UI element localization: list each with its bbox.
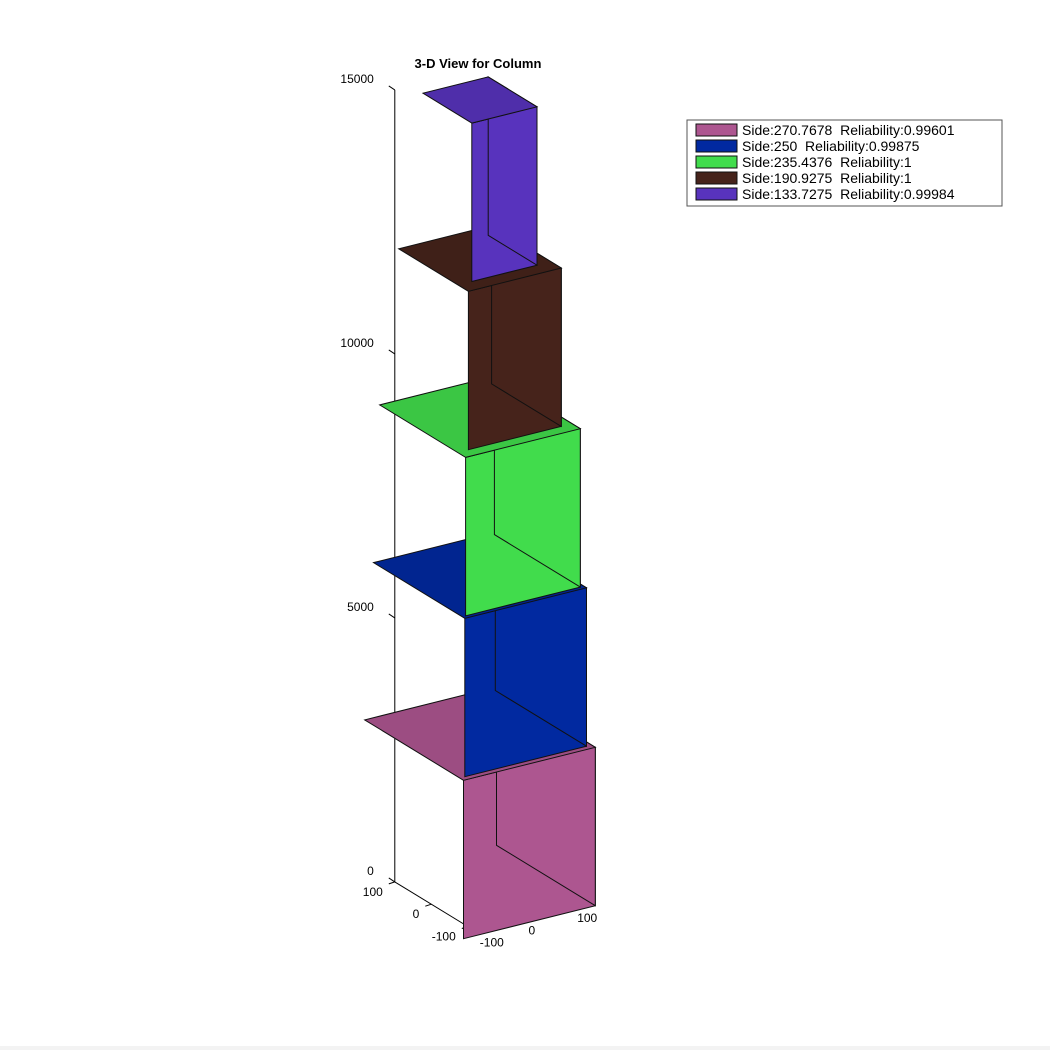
- z-tick-label: 0: [367, 864, 374, 878]
- y-tick: [425, 903, 432, 907]
- legend-swatch: [695, 123, 738, 137]
- legend-items: Side:270.7678 Reliability:0.99601Side:25…: [695, 122, 955, 202]
- legend-swatch: [695, 187, 738, 201]
- z-tick: [388, 613, 396, 619]
- chart-title: 3-D View for Column: [415, 56, 542, 71]
- x-tick-label: 100: [577, 911, 597, 925]
- legend-label: Side:190.9275 Reliability:1: [742, 170, 912, 186]
- prism-face-top: [421, 76, 539, 124]
- prism-segment-5: [421, 76, 539, 283]
- legend-swatch: [695, 139, 738, 153]
- legend-label: Side:270.7678 Reliability:0.99601: [742, 122, 955, 138]
- bottom-strip: [0, 1046, 1050, 1050]
- z-tick: [388, 85, 396, 91]
- legend-swatch: [695, 171, 738, 185]
- prism-segment-4: [397, 224, 563, 451]
- z-tick-label: 5000: [347, 600, 374, 614]
- legend-label: Side:235.4376 Reliability:1: [742, 154, 912, 170]
- y-tick: [388, 881, 395, 885]
- z-tick-label: 15000: [340, 72, 374, 86]
- column-prisms: [363, 76, 597, 940]
- z-tick: [388, 349, 396, 355]
- z-tick: [388, 877, 396, 883]
- legend-label: Side:133.7275 Reliability:0.99984: [742, 186, 955, 202]
- legend-label: Side:250 Reliability:0.99875: [742, 138, 920, 154]
- x-tick-label: -100: [480, 936, 504, 950]
- y-tick-label: -100: [432, 930, 456, 944]
- x-tick-label: 0: [529, 923, 536, 937]
- legend-box: [686, 119, 1003, 207]
- legend-swatch: [695, 155, 738, 169]
- y-tick-label: 0: [413, 907, 420, 921]
- z-tick-label: 10000: [340, 336, 374, 350]
- y-tick-label: 100: [363, 885, 383, 899]
- legend: Side:270.7678 Reliability:0.99601Side:25…: [686, 119, 1003, 207]
